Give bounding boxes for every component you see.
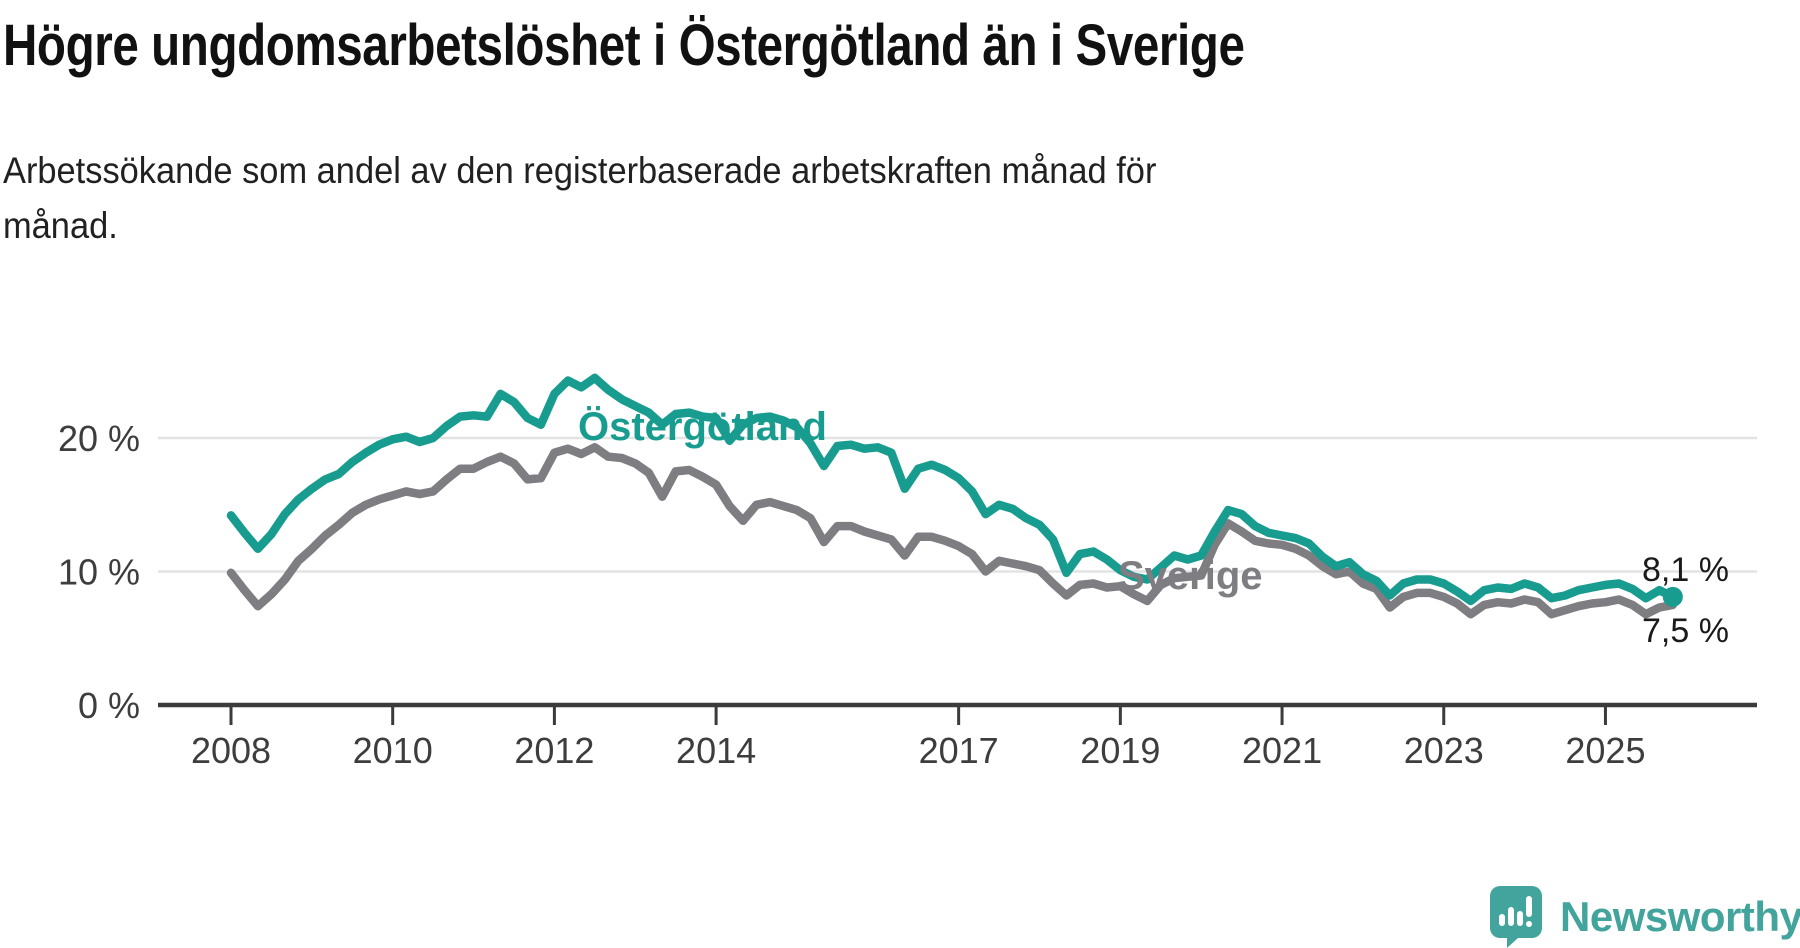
x-tick-label: 2012	[514, 730, 594, 771]
x-axis	[158, 702, 1757, 725]
series-line-sverige	[226, 443, 1678, 619]
newsworthy-logo: Newsworthy	[1490, 886, 1800, 948]
subtitle-line-2: månad.	[3, 205, 118, 246]
x-tick-label: 2014	[676, 730, 756, 771]
x-axis-tick-labels: 2008 2010 2012 2014 2017 2019 2021 2023 2025	[191, 730, 1646, 771]
gridlines	[158, 436, 1757, 573]
x-tick-label: 2025	[1565, 730, 1645, 771]
y-tick-label: 0 %	[78, 685, 140, 726]
x-tick-label: 2017	[919, 730, 999, 771]
x-tick-label: 2023	[1404, 730, 1484, 771]
series-label-ostergotland: Östergötland	[578, 405, 827, 449]
end-point-marker	[1662, 586, 1683, 607]
subtitle-line-1: Arbetssökande som andel av den registerb…	[3, 150, 1157, 191]
newsworthy-logo-icon	[1490, 886, 1542, 948]
y-tick-label: 10 %	[58, 552, 140, 593]
end-value-label-sverige: 7,5 %	[1642, 612, 1729, 650]
x-tick-label: 2010	[353, 730, 433, 771]
series-line-östergötland	[226, 373, 1678, 606]
x-tick-label: 2019	[1080, 730, 1160, 771]
y-tick-label: 20 %	[58, 418, 140, 459]
series-label-sverige: Sverige	[1118, 554, 1263, 598]
newsworthy-logo-text: Newsworthy	[1560, 893, 1800, 940]
x-tick-label: 2008	[191, 730, 271, 771]
page-title: Högre ungdomsarbetslöshet i Östergötland…	[3, 13, 1245, 78]
x-tick-label: 2021	[1242, 730, 1322, 771]
series-lines	[226, 373, 1683, 619]
y-axis-tick-labels: 0 % 10 % 20 %	[58, 418, 140, 726]
end-value-label-ostergotland: 8,1 %	[1642, 551, 1729, 589]
